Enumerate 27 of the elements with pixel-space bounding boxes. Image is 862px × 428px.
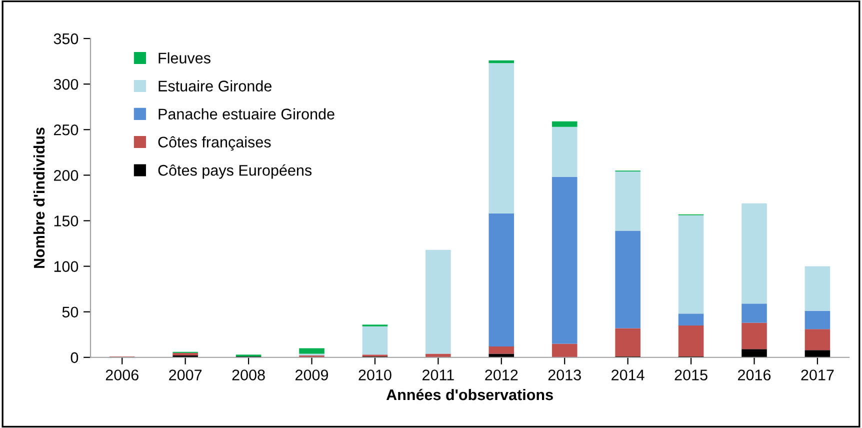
y-tick-label: 100 xyxy=(54,261,78,272)
y-tick-label: 300 xyxy=(54,78,78,90)
y-tick-label: 200 xyxy=(54,170,78,181)
x-tick-label: 2010 xyxy=(358,370,392,380)
legend-label: Estuaire Gironde xyxy=(158,80,272,92)
x-tick-label: 2013 xyxy=(548,370,581,380)
x-tick-label: 2016 xyxy=(738,370,771,380)
y-tick-label: 350 xyxy=(54,33,78,44)
y-tick-label: 50 xyxy=(62,306,78,318)
legend-label: Panache estuaire Gironde xyxy=(158,108,334,120)
x-tick-label: 2006 xyxy=(106,370,138,380)
y-tick-label: 150 xyxy=(54,216,78,226)
legend-label: Côtes pays Européens xyxy=(158,164,312,179)
x-tick-label: 2012 xyxy=(485,370,518,380)
x-tick-label: 2017 xyxy=(801,370,834,380)
y-tick-label: 0 xyxy=(70,352,78,364)
x-tick-label: 2011 xyxy=(422,370,454,380)
x-tick-label: 2009 xyxy=(296,370,328,380)
x-tick-label: 2014 xyxy=(612,370,644,380)
x-tick-label: 2008 xyxy=(232,370,265,380)
x-tick-label: 2007 xyxy=(169,370,202,380)
y-tick-label: 250 xyxy=(54,124,78,136)
x-tick-label: 2015 xyxy=(674,370,708,380)
legend-label: Fleuves xyxy=(158,52,210,64)
legend-label: Côtes françaises xyxy=(158,136,271,151)
y-axis-title: Nombre d'individus xyxy=(33,128,45,268)
x-axis-title: Années d'observations xyxy=(386,388,553,400)
